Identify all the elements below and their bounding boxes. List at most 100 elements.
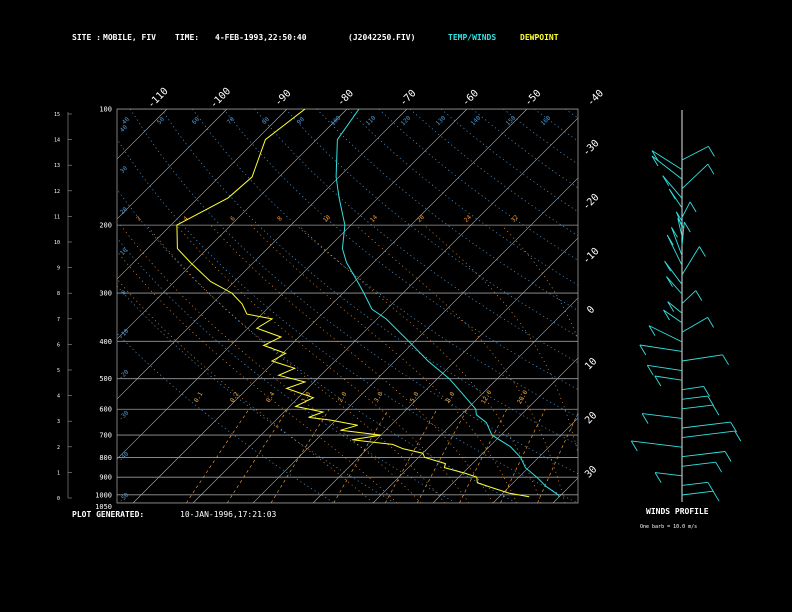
moist-label: 6: [229, 215, 237, 223]
series-layer: [176, 108, 560, 498]
wind-barb-flag: [648, 325, 656, 336]
isotherm-line: [117, 109, 348, 340]
height-label: 7: [57, 317, 60, 323]
mixing-ratio-line: [385, 409, 438, 503]
height-label: 9: [57, 266, 60, 272]
mixing-label: 1.0: [301, 390, 313, 403]
height-label: 5: [57, 368, 60, 374]
theta-label-left: 0: [120, 289, 128, 297]
theta-label-top: 40: [121, 116, 131, 126]
isotherm-line: [312, 237, 578, 503]
isotherm-label-top: -60: [460, 88, 481, 109]
isotherm-line: [192, 117, 578, 503]
wind-barb-flag: [695, 290, 703, 301]
wind-barb: [639, 344, 683, 352]
dry-adiabat-line: [223, 109, 578, 390]
wind-barb-flag: [703, 386, 710, 397]
wind-barb-flag: [630, 440, 638, 452]
mixing-ratio-line: [416, 409, 468, 503]
moist-adiabat-line: [176, 224, 470, 503]
height-label: 12: [54, 189, 60, 195]
theta-label-left: -30: [118, 409, 131, 422]
wind-barb: [681, 385, 704, 391]
wind-barb: [681, 290, 697, 304]
temperature-line: [335, 108, 560, 498]
grid-layer: [117, 109, 792, 503]
wind-barb: [681, 481, 708, 486]
plot-generated-label: PLOT GENERATED:: [72, 510, 145, 519]
isotherm-label-top: -50: [523, 88, 544, 109]
wind-barb: [651, 150, 683, 170]
isotherm-label-top: -70: [398, 88, 419, 109]
wind-barb-flag: [683, 221, 691, 233]
wind-barb: [648, 325, 683, 343]
height-label: 10: [54, 240, 60, 246]
wind-barb: [681, 163, 709, 190]
mixing-ratio-line: [226, 409, 289, 503]
wind-barb: [647, 364, 683, 372]
pressure-label: 300: [99, 290, 112, 298]
theta-label-top: 120: [400, 114, 413, 127]
mixing-label: 3.0: [373, 390, 385, 403]
wind-barb-flag: [668, 188, 676, 200]
wind-barb-flag: [722, 354, 729, 366]
wind-barb-flag: [654, 472, 662, 483]
plot-frame: [116, 108, 579, 504]
theta-label-left: -10: [118, 327, 131, 340]
moist-label: 32: [510, 214, 520, 224]
wind-barb-flag: [707, 317, 714, 328]
theta-label-top: 100: [330, 114, 343, 127]
wind-barb: [681, 145, 709, 161]
wind-barb: [675, 211, 683, 228]
wind-barb-flag: [663, 309, 670, 321]
mixing-ratio-line: [500, 409, 546, 503]
theta-label-left: -40: [118, 450, 131, 463]
mixing-label: 8.0: [445, 390, 457, 403]
plot-generated-value: 10-JAN-1996,17:21:03: [180, 510, 277, 519]
pressure-label: 600: [99, 406, 112, 414]
wind-barb: [681, 421, 731, 429]
pressure-label: 900: [99, 474, 112, 482]
dry-adiabat-line: [596, 109, 792, 502]
isotherm-line: [117, 109, 288, 280]
dry-adiabat-line: [117, 285, 394, 503]
wind-barb-flag: [654, 375, 662, 387]
theta-label-left: 40: [119, 124, 129, 134]
isotherm-line: [372, 297, 578, 503]
moist-label: 24: [463, 214, 473, 224]
height-label: 6: [57, 342, 60, 348]
wind-barb: [681, 430, 735, 439]
moist-adiabat-line: [250, 224, 518, 503]
wind-barb: [681, 395, 708, 400]
time-label: TIME:: [175, 33, 200, 42]
dry-adiabat-line: [659, 109, 792, 502]
wind-barb: [681, 404, 713, 410]
theta-label-left: 10: [119, 247, 129, 257]
height-label: 1: [57, 470, 60, 476]
mixing-label: 0.2: [229, 390, 241, 403]
theta-label-left: 30: [119, 165, 129, 175]
dry-adiabat-line: [440, 109, 578, 213]
wind-barb: [677, 218, 683, 237]
wind-barb: [681, 201, 691, 218]
isotherm-line: [432, 357, 578, 503]
wind-barb-flag: [671, 227, 678, 238]
height-label: 2: [57, 445, 60, 451]
isotherm-label-right: -20: [581, 192, 602, 213]
dry-adiabat-line: [471, 109, 578, 189]
moist-label: 10: [322, 214, 332, 224]
dry-adiabat-line: [117, 138, 577, 503]
theta-label-top: 160: [540, 114, 553, 127]
wind-barb-flag: [715, 461, 723, 473]
moist-adiabat-line: [120, 224, 422, 503]
isotherm-label-right: 10: [583, 356, 599, 372]
isotherm-label-top: -80: [335, 88, 356, 109]
wind-barb-flag: [677, 217, 685, 229]
isotherm-line: [673, 109, 792, 503]
wind-barb-flag: [666, 234, 674, 246]
wind-barb: [631, 440, 683, 448]
height-label: 0: [57, 496, 60, 502]
mixing-label: 0.4: [265, 390, 277, 403]
wind-barb-flag: [712, 490, 720, 502]
